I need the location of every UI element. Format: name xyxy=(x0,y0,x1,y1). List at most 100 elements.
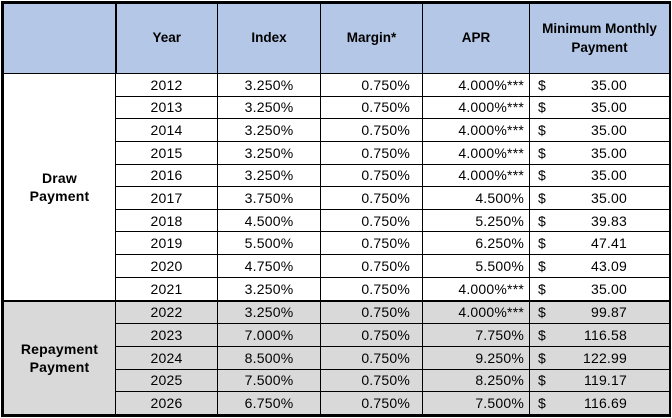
payment-amount: 39.83 xyxy=(590,212,627,229)
payment-cell: $ 43.09 xyxy=(529,254,670,278)
dollar-sign: $ xyxy=(538,349,546,366)
index-cell: 6.750% xyxy=(217,391,321,415)
dollar-sign: $ xyxy=(538,76,546,93)
payment-amount: 35.00 xyxy=(590,190,627,207)
dollar-sign: $ xyxy=(538,372,546,389)
index-cell: 3.250% xyxy=(217,276,321,302)
header-row: Year Index Margin* APR Minimum Monthly P… xyxy=(3,3,670,74)
table-row: 2020 4.750% 0.750% 5.500% $ 43.09 xyxy=(4,254,670,278)
index-cell: 3.250% xyxy=(217,299,321,325)
payment-amount: 35.00 xyxy=(590,122,627,139)
year-cell: 2026 xyxy=(115,391,218,415)
index-cell: 3.250% xyxy=(217,73,321,97)
apr-cell: 6.250% xyxy=(422,231,530,256)
year-cell: 2024 xyxy=(115,346,218,370)
dollar-sign: $ xyxy=(538,144,546,161)
apr-cell: 4.000%*** xyxy=(422,163,530,188)
table-row: Repayment Payment 2022 3.250% 0.750% 4.00… xyxy=(3,299,670,415)
column-header-year: Year xyxy=(115,3,218,74)
year-cell: 2017 xyxy=(115,186,218,210)
payment-cell: $ 47.41 xyxy=(529,231,670,256)
year-cell: 2015 xyxy=(115,140,218,165)
table-row: 2018 4.500% 0.750% 5.250% $ 39.83 xyxy=(4,208,670,233)
apr-cell: 4.000%*** xyxy=(422,95,530,120)
payment-amount: 116.58 xyxy=(584,327,627,344)
margin-cell: 0.750% xyxy=(320,140,423,165)
apr-cell: 7.750% xyxy=(422,323,530,347)
index-cell: 7.000% xyxy=(217,323,321,347)
margin-cell: 0.750% xyxy=(320,95,423,120)
payment-cell: $ 119.17 xyxy=(529,368,670,393)
year-cell: 2025 xyxy=(115,368,218,393)
dollar-sign: $ xyxy=(538,257,546,274)
apr-cell: 4.000%*** xyxy=(422,118,530,142)
table-row: 2013 3.250% 0.750% 4.000%*** $ 35.00 xyxy=(4,95,670,120)
table-row: 2017 3.750% 0.750% 4.500% $ 35.00 xyxy=(4,186,670,210)
margin-cell: 0.750% xyxy=(320,118,423,142)
year-cell: 2018 xyxy=(115,208,218,233)
year-cell: 2014 xyxy=(115,118,218,142)
year-cell: 2012 xyxy=(115,73,218,97)
table-row: 2024 8.500% 0.750% 9.250% $ 122.99 xyxy=(4,346,670,370)
payment-amount: 116.69 xyxy=(584,395,627,412)
margin-cell: 0.750% xyxy=(320,346,423,370)
index-cell: 5.500% xyxy=(217,231,321,256)
payment-cell: $ 35.00 xyxy=(529,276,670,302)
margin-cell: 0.750% xyxy=(320,163,423,188)
index-cell: 3.250% xyxy=(217,118,321,142)
index-cell: 4.750% xyxy=(217,254,321,278)
apr-cell: 4.500% xyxy=(422,186,530,210)
table-row: 2026 6.750% 0.750% 7.500% $ 116.69 xyxy=(4,391,670,415)
payment-cell: $ 116.69 xyxy=(529,391,670,415)
dollar-sign: $ xyxy=(538,122,546,139)
table-row: 2025 7.500% 0.750% 8.250% $ 119.17 xyxy=(4,368,670,393)
payment-cell: $ 99.87 xyxy=(529,299,670,325)
dollar-sign: $ xyxy=(538,212,546,229)
year-cell: 2021 xyxy=(115,276,218,302)
margin-cell: 0.750% xyxy=(320,323,423,347)
dollar-sign: $ xyxy=(538,167,546,184)
column-header-apr: APR xyxy=(422,3,530,74)
index-cell: 3.250% xyxy=(217,140,321,165)
year-cell: 2019 xyxy=(115,231,218,256)
year-cell: 2016 xyxy=(115,163,218,188)
index-cell: 8.500% xyxy=(217,346,321,370)
margin-cell: 0.750% xyxy=(320,208,423,233)
dollar-sign: $ xyxy=(538,235,546,252)
payment-amount: 47.41 xyxy=(590,235,627,252)
margin-cell: 0.750% xyxy=(320,276,423,302)
margin-cell: 0.750% xyxy=(320,368,423,393)
payment-cell: $ 35.00 xyxy=(529,140,670,165)
margin-cell: 0.750% xyxy=(320,299,423,325)
column-header-margin: Margin* xyxy=(320,3,423,74)
index-cell: 3.750% xyxy=(217,186,321,210)
dollar-sign: $ xyxy=(538,327,546,344)
index-cell: 4.500% xyxy=(217,208,321,233)
payment-amount: 99.87 xyxy=(590,304,627,321)
margin-cell: 0.750% xyxy=(320,391,423,415)
index-cell: 3.250% xyxy=(217,163,321,188)
table-row: 2015 3.250% 0.750% 4.000%*** $ 35.00 xyxy=(4,140,670,165)
dollar-sign: $ xyxy=(538,99,546,116)
payment-amount: 35.00 xyxy=(590,280,627,297)
payment-cell: $ 35.00 xyxy=(529,118,670,142)
corner-header-cell xyxy=(3,3,117,74)
index-cell: 3.250% xyxy=(217,95,321,120)
section-label: Draw Payment xyxy=(3,72,116,302)
year-cell: 2022 xyxy=(115,299,218,325)
payment-amount: 43.09 xyxy=(590,257,627,274)
section-label: Repayment Payment xyxy=(3,299,116,415)
apr-cell: 8.250% xyxy=(422,368,530,393)
payment-cell: $ 122.99 xyxy=(529,346,670,370)
table-row: 2014 3.250% 0.750% 4.000%*** $ 35.00 xyxy=(4,118,670,142)
dollar-sign: $ xyxy=(538,190,546,207)
dollar-sign: $ xyxy=(538,280,546,297)
index-cell: 7.500% xyxy=(217,368,321,393)
apr-cell: 4.000%*** xyxy=(422,140,530,165)
year-cell: 2013 xyxy=(115,95,218,120)
margin-cell: 0.750% xyxy=(320,231,423,256)
apr-cell: 5.250% xyxy=(422,208,530,233)
apr-cell: 4.000%*** xyxy=(422,299,530,325)
payment-cell: $ 116.58 xyxy=(529,323,670,347)
apr-cell: 9.250% xyxy=(422,346,530,370)
